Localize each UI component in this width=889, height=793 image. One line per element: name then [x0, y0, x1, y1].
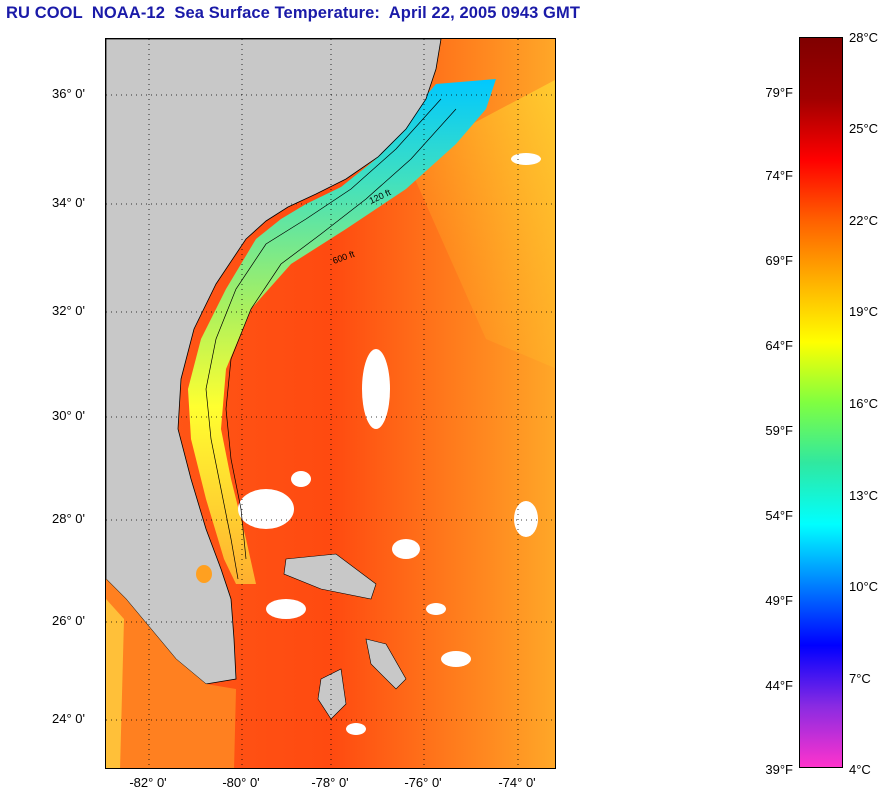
- latitude-label: 32° 0': [52, 303, 85, 318]
- temperature-colorbar: [799, 37, 843, 768]
- sst-map: 120 ft 600 ft: [105, 38, 556, 769]
- celsius-label: 22°C: [849, 213, 879, 228]
- fahrenheit-label: 79°F: [765, 85, 793, 100]
- fahrenheit-label: 69°F: [765, 253, 793, 268]
- fahrenheit-label: 64°F: [765, 338, 793, 353]
- fahrenheit-label: 49°F: [765, 593, 793, 608]
- celsius-label: 7°C: [849, 671, 871, 686]
- celsius-label: 4°C: [849, 762, 871, 777]
- isobath-120ft: [205, 98, 442, 580]
- map-title: RU COOL NOAA-12 Sea Surface Temperature:…: [6, 4, 581, 22]
- celsius-label: 28°C: [849, 30, 879, 45]
- latitude-label: 34° 0': [52, 195, 85, 210]
- cloud-cover: [238, 153, 541, 735]
- longitude-label: -78° 0': [311, 775, 349, 790]
- gulf-coastal-water: [106, 599, 124, 768]
- celsius-label: 25°C: [849, 121, 879, 136]
- fahrenheit-label: 44°F: [765, 678, 793, 693]
- latitude-label: 24° 0': [52, 711, 85, 726]
- fahrenheit-label: 74°F: [765, 168, 793, 183]
- sst-map-svg: 120 ft 600 ft: [106, 39, 555, 768]
- land-area: [106, 39, 442, 685]
- latitude-label: 36° 0': [52, 86, 85, 101]
- longitude-label: -76° 0': [404, 775, 442, 790]
- longitude-label: -74° 0': [498, 775, 536, 790]
- celsius-label: 19°C: [849, 304, 879, 319]
- bahamas-island: [365, 638, 407, 690]
- bahamas-island: [317, 668, 347, 720]
- fahrenheit-label: 59°F: [765, 423, 793, 438]
- celsius-label: 10°C: [849, 579, 879, 594]
- latitude-label: 28° 0': [52, 511, 85, 526]
- fahrenheit-label: 54°F: [765, 508, 793, 523]
- fahrenheit-label: 39°F: [765, 762, 793, 777]
- lake-okeechobee: [196, 565, 212, 583]
- bahamas-island: [283, 553, 377, 600]
- latitude-label: 26° 0': [52, 613, 85, 628]
- longitude-label: -82° 0': [129, 775, 167, 790]
- isobath-600ft: [225, 108, 457, 560]
- longitude-label: -80° 0': [222, 775, 260, 790]
- latitude-label: 30° 0': [52, 408, 85, 423]
- celsius-label: 13°C: [849, 488, 879, 503]
- celsius-label: 16°C: [849, 396, 879, 411]
- gulf-of-mexico-water: [106, 579, 236, 768]
- continental-shelf-water: [188, 79, 496, 584]
- graticule: [106, 39, 555, 768]
